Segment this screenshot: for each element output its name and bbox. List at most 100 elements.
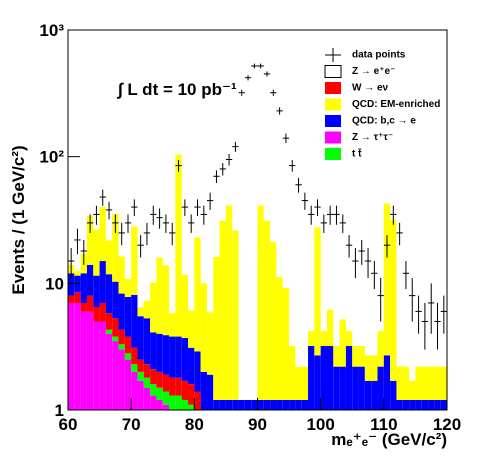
- bar: [68, 295, 75, 303]
- bar: [301, 366, 309, 400]
- bar: [188, 310, 195, 348]
- bar: [371, 380, 378, 410]
- bar: [257, 65, 264, 206]
- data-point: [99, 189, 106, 206]
- bar: [162, 391, 170, 405]
- data-point: [383, 235, 391, 258]
- legend-swatch: [325, 115, 341, 127]
- bar: [175, 154, 182, 337]
- bar: [105, 333, 113, 410]
- bar: [213, 256, 220, 400]
- data-point: [93, 205, 100, 225]
- bar: [352, 366, 359, 410]
- bar: [194, 237, 201, 352]
- data-point: [137, 235, 144, 258]
- bar: [415, 366, 422, 400]
- bar: [308, 346, 315, 410]
- bar: [156, 371, 163, 388]
- data-point: [74, 228, 81, 255]
- bar: [150, 384, 157, 396]
- data-point: [206, 192, 214, 210]
- bar: [219, 205, 226, 221]
- bar: [295, 399, 302, 410]
- bar: [206, 312, 214, 375]
- data-point: [131, 199, 138, 217]
- bar: [156, 257, 163, 334]
- bar: [68, 302, 75, 410]
- data-point: [320, 214, 327, 233]
- bar: [232, 230, 239, 400]
- bar: [74, 302, 81, 410]
- bar: [162, 335, 170, 375]
- bar: [238, 399, 245, 410]
- bar: [80, 311, 87, 410]
- bar: [383, 355, 391, 410]
- bar: [162, 265, 170, 336]
- bar: [194, 351, 201, 392]
- bar: [124, 297, 132, 337]
- bar: [156, 387, 163, 400]
- data-point: [333, 205, 340, 225]
- bar: [434, 399, 441, 410]
- bar: [200, 371, 207, 410]
- bar: [175, 395, 182, 410]
- bar: [434, 366, 441, 400]
- data-point: [181, 199, 189, 217]
- bar: [105, 274, 113, 314]
- bar: [194, 391, 201, 410]
- bar: [137, 307, 144, 317]
- y-tick-label: 10³: [39, 21, 64, 40]
- data-point: [124, 214, 132, 233]
- data-point: [251, 63, 258, 69]
- data-point: [270, 89, 277, 96]
- legend-label: QCD: b,c → e: [352, 116, 416, 127]
- bar: [289, 191, 296, 347]
- data-point: [156, 208, 163, 229]
- bar: [131, 364, 138, 372]
- bar: [143, 377, 151, 388]
- bar: [181, 399, 189, 410]
- bar: [301, 272, 309, 367]
- data-point: [358, 239, 365, 265]
- data-point: [421, 302, 429, 350]
- data-point: [80, 239, 87, 265]
- bar: [143, 318, 151, 365]
- bar: [270, 241, 277, 400]
- bar: [232, 399, 239, 410]
- bar: [112, 213, 119, 282]
- bar: [124, 336, 132, 354]
- bar: [131, 347, 138, 365]
- bar: [188, 347, 195, 385]
- bar: [206, 374, 214, 410]
- bar: [415, 399, 422, 410]
- data-point: [188, 214, 195, 233]
- legend-label: W → eν: [352, 83, 389, 94]
- frame: [67, 29, 448, 411]
- legend-swatch: [325, 82, 341, 94]
- bar: [282, 399, 290, 410]
- data-point: [352, 248, 359, 279]
- bar: [396, 399, 403, 410]
- bar: [402, 399, 410, 410]
- bar: [156, 333, 163, 372]
- data-point: [364, 248, 372, 279]
- bar: [390, 380, 397, 410]
- y-tick-label: 10²: [39, 148, 64, 167]
- data-point: [232, 141, 239, 152]
- y-tick-label: 10: [45, 274, 64, 293]
- bar: [251, 399, 258, 410]
- data-point: [314, 199, 321, 217]
- legend-swatch: [324, 65, 342, 78]
- data-point: [295, 177, 302, 193]
- bar: [314, 227, 321, 356]
- bar: [175, 336, 182, 378]
- legend-swatch: [325, 148, 341, 160]
- bar: [150, 369, 157, 385]
- bar: [345, 346, 353, 410]
- bar: [86, 311, 94, 410]
- bar: [257, 205, 264, 400]
- bar: [156, 399, 163, 410]
- y-tick-label: 1: [55, 401, 64, 420]
- bar: [181, 338, 189, 381]
- bar: [225, 205, 233, 400]
